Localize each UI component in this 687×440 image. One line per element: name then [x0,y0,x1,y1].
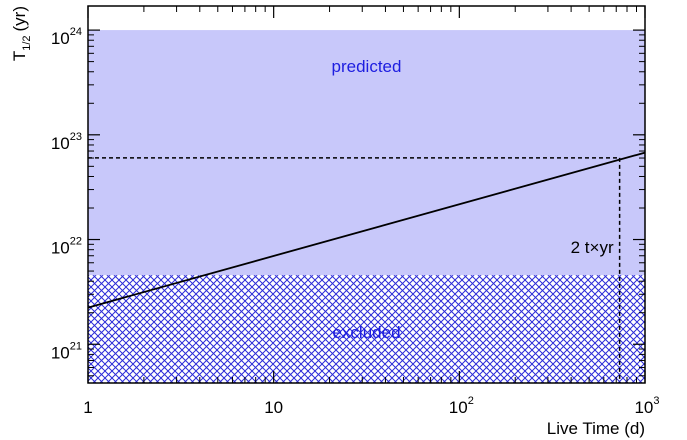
regions-layer [88,30,645,383]
y-axis-title-unit: (yr) [10,6,29,31]
y-tick-label-exp: 21 [70,340,82,352]
x-tick-label: 103 [634,395,659,417]
x-tick-label-base: 10 [449,398,468,417]
region-predicted [88,30,645,276]
y-tick-label-base: 10 [51,239,70,258]
x-tick-label: 1 [83,398,92,417]
svg-text:T1/2(yr): T1/2 (yr) [10,6,33,61]
reference-lines-layer [88,157,621,383]
x-tick-label-base: 10 [634,398,653,417]
exposure-annotation: 2 t×yr [571,238,614,257]
x-tick-label: 10 [264,398,283,417]
y-tick-label-base: 10 [51,343,70,362]
y-axis-title-sub: 1/2 [21,35,33,50]
y-tick-label: 1023 [51,131,82,153]
y-tick-label-exp: 24 [70,26,82,38]
ticks-layer [87,6,646,383]
x-tick-label-base: 10 [264,398,283,417]
y-tick-label: 1021 [51,340,82,362]
y-axis-title-main: T [10,51,29,61]
x-axis-title: Live Time (d) [547,419,645,438]
plot-frame [87,5,646,384]
y-tick-label-base: 10 [51,134,70,153]
region-excluded [88,275,645,383]
predicted-region-label: predicted [332,57,402,76]
excluded-region-label: excluded [332,323,400,342]
y-tick-label-exp: 23 [70,131,82,143]
series-line-0 [87,151,646,309]
y-axis-title: T1/2 (yr) [10,6,33,61]
y-tick-label-base: 10 [51,29,70,48]
y-tick-label: 1024 [51,26,82,48]
x-tick-label-base: 1 [83,398,92,417]
series-layer [87,151,646,309]
x-tick-label-exp: 3 [653,395,659,407]
y-tick-label: 1022 [51,236,82,258]
y-tick-label-exp: 22 [70,236,82,248]
x-tick-label: 102 [449,395,474,417]
x-tick-label-exp: 2 [468,395,474,407]
